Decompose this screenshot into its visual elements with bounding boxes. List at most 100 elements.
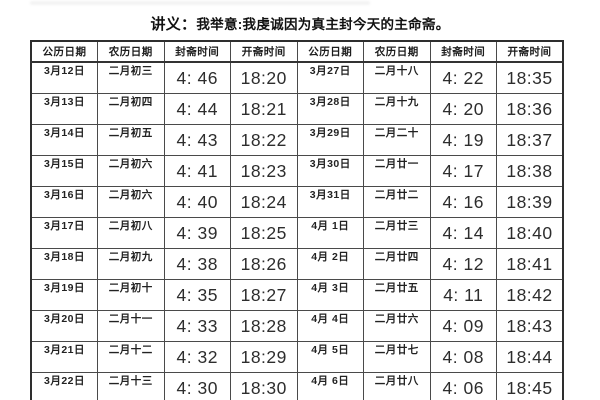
gregorian-date-cell: 3月28日: [296, 93, 364, 125]
header-cell-fast-start-time: 封斋时间: [163, 40, 231, 63]
table-body: 3月12日 二月初三 4: 46 18:20 3月27日 二月十八 4: 22 18:35 3月…: [30, 61, 564, 400]
table-row: 3月12日 二月初三 4: 46 18:20 3月27日 二月十八 4: 22 18:35: [30, 61, 564, 94]
lunar-date-cell: 二月初六: [97, 186, 165, 218]
gregorian-date-cell: 4月 6日: [296, 372, 364, 400]
fast-start-time-cell: 4: 40: [163, 186, 231, 218]
fast-start-time-cell: 4: 12: [429, 248, 497, 280]
gregorian-date-cell: 3月30日: [296, 155, 364, 187]
gregorian-date-cell: 3月29日: [296, 124, 364, 156]
fast-open-time-cell: 18:44: [496, 341, 564, 373]
header-cell-gregorian-date: 公历日期: [296, 40, 364, 63]
fast-open-time-cell: 18:27: [230, 279, 298, 311]
fast-start-time-cell: 4: 11: [429, 279, 497, 311]
table-row: 3月14日 二月初五 4: 43 18:22 3月29日 二月二十 4: 19 18:37: [30, 124, 564, 156]
lunar-date-cell: 二月十一: [97, 310, 165, 342]
fast-open-time-cell: 18:22: [230, 124, 298, 156]
fast-start-time-cell: 4: 16: [429, 186, 497, 218]
fast-open-time-cell: 18:40: [496, 217, 564, 249]
fast-open-time-cell: 18:28: [230, 310, 298, 342]
lunar-date-cell: 二月廿六: [363, 310, 431, 342]
lunar-date-cell: 二月初十: [97, 279, 165, 311]
lunar-date-cell: 二月廿七: [363, 341, 431, 373]
page-title-text: 我举意:我虔诚因为真主封今天的主命斋。: [196, 17, 450, 32]
lunar-date-cell: 二月十二: [97, 341, 165, 373]
lunar-date-cell: 二月初六: [97, 155, 165, 187]
gregorian-date-cell: 3月15日: [30, 155, 98, 187]
lunar-date-cell: 二月十三: [97, 372, 165, 400]
fast-open-time-cell: 18:23: [230, 155, 298, 187]
fast-start-time-cell: 4: 08: [429, 341, 497, 373]
gregorian-date-cell: 3月20日: [30, 310, 98, 342]
fast-open-time-cell: 18:20: [230, 61, 298, 94]
lunar-date-cell: 二月初三: [97, 61, 165, 94]
fast-start-time-cell: 4: 30: [163, 372, 231, 400]
gregorian-date-cell: 3月16日: [30, 186, 98, 218]
header-cell-gregorian-date: 公历日期: [30, 40, 98, 63]
fast-open-time-cell: 18:36: [496, 93, 564, 125]
lunar-date-cell: 二月廿四: [363, 248, 431, 280]
gregorian-date-cell: 4月 2日: [296, 248, 364, 280]
lunar-date-cell: 二月十九: [363, 93, 431, 125]
lunar-date-cell: 二月廿八: [363, 372, 431, 400]
header-cell-lunar-date: 农历日期: [97, 40, 165, 63]
table-row: 3月13日 二月初四 4: 44 18:21 3月28日 二月十九 4: 20 18:36: [30, 93, 564, 125]
lunar-date-cell: 二月初九: [97, 248, 165, 280]
fast-start-time-cell: 4: 09: [429, 310, 497, 342]
gregorian-date-cell: 3月18日: [30, 248, 98, 280]
fast-start-time-cell: 4: 38: [163, 248, 231, 280]
fast-start-time-cell: 4: 22: [429, 61, 497, 94]
table-header-row: 公历日期 农历日期 封斋时间 开斋时间 公历日期 农历日期 封斋时间 开斋时间: [30, 40, 564, 63]
gregorian-date-cell: 3月31日: [296, 186, 364, 218]
page-title: 讲义：我举意:我虔诚因为真主封今天的主命斋。: [0, 13, 600, 34]
gregorian-date-cell: 3月12日: [30, 61, 98, 94]
lunar-date-cell: 二月初四: [97, 93, 165, 125]
fast-open-time-cell: 18:45: [496, 372, 564, 400]
fast-open-time-cell: 18:29: [230, 341, 298, 373]
gregorian-date-cell: 3月14日: [30, 124, 98, 156]
table-row: 3月15日 二月初六 4: 41 18:23 3月30日 二月廿一 4: 17 18:38: [30, 155, 564, 187]
table-row: 3月19日 二月初十 4: 35 18:27 4月 3日 二月廿五 4: 11 18:42: [30, 279, 564, 311]
fast-open-time-cell: 18:39: [496, 186, 564, 218]
page-title-prefix: 讲义：: [150, 16, 197, 33]
fasting-schedule-table: 公历日期 农历日期 封斋时间 开斋时间 公历日期 农历日期 封斋时间 开斋时间 3月12日 二月…: [30, 40, 564, 400]
header-cell-lunar-date: 农历日期: [363, 40, 431, 63]
fast-open-time-cell: 18:21: [230, 93, 298, 125]
fast-open-time-cell: 18:42: [496, 279, 564, 311]
lunar-date-cell: 二月初五: [97, 124, 165, 156]
gregorian-date-cell: 4月 4日: [296, 310, 364, 342]
fast-start-time-cell: 4: 17: [429, 155, 497, 187]
fast-start-time-cell: 4: 06: [429, 372, 497, 400]
cropped-text-artifact: [30, 1, 370, 5]
table-row: 3月17日 二月初八 4: 39 18:25 4月 1日 二月廿三 4: 14 18:40: [30, 217, 564, 249]
lunar-date-cell: 二月廿五: [363, 279, 431, 311]
lunar-date-cell: 二月二十: [363, 124, 431, 156]
fast-start-time-cell: 4: 32: [163, 341, 231, 373]
gregorian-date-cell: 4月 3日: [296, 279, 364, 311]
gregorian-date-cell: 3月19日: [30, 279, 98, 311]
fast-open-time-cell: 18:30: [230, 372, 298, 400]
fast-open-time-cell: 18:24: [230, 186, 298, 218]
fast-start-time-cell: 4: 44: [163, 93, 231, 125]
gregorian-date-cell: 4月 5日: [296, 341, 364, 373]
lunar-date-cell: 二月廿一: [363, 155, 431, 187]
fast-start-time-cell: 4: 19: [429, 124, 497, 156]
table-row: 3月22日 二月十三 4: 30 18:30 4月 6日 二月廿八 4: 06 18:45: [30, 372, 564, 400]
header-cell-fast-open-time: 开斋时间: [496, 40, 564, 63]
gregorian-date-cell: 3月13日: [30, 93, 98, 125]
fast-start-time-cell: 4: 14: [429, 217, 497, 249]
gregorian-date-cell: 3月21日: [30, 341, 98, 373]
fast-open-time-cell: 18:26: [230, 248, 298, 280]
fast-open-time-cell: 18:37: [496, 124, 564, 156]
fast-open-time-cell: 18:25: [230, 217, 298, 249]
fast-open-time-cell: 18:43: [496, 310, 564, 342]
lunar-date-cell: 二月初八: [97, 217, 165, 249]
fast-open-time-cell: 18:38: [496, 155, 564, 187]
fast-start-time-cell: 4: 43: [163, 124, 231, 156]
gregorian-date-cell: 3月22日: [30, 372, 98, 400]
gregorian-date-cell: 3月17日: [30, 217, 98, 249]
table-row: 3月20日 二月十一 4: 33 18:28 4月 4日 二月廿六 4: 09 18:43: [30, 310, 564, 342]
table-row: 3月18日 二月初九 4: 38 18:26 4月 2日 二月廿四 4: 12 18:41: [30, 248, 564, 280]
gregorian-date-cell: 3月27日: [296, 61, 364, 94]
fast-open-time-cell: 18:41: [496, 248, 564, 280]
